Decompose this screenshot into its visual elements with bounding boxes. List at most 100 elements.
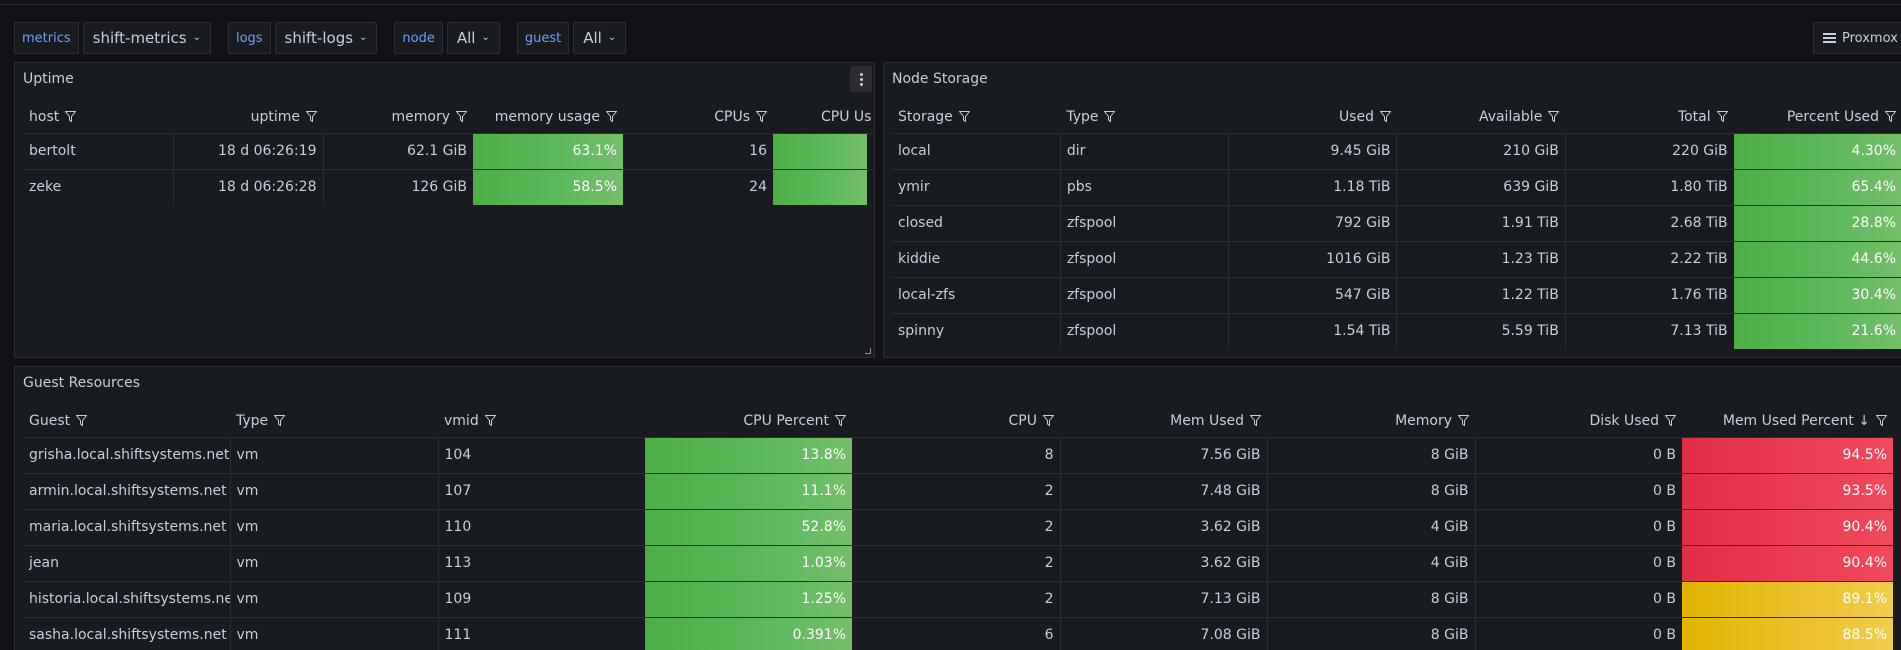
column-header[interactable]: CPU [852,405,1060,437]
memory-cell: 8 GiB [1267,616,1476,650]
proxmox-dashboards-button[interactable]: Proxmox [1813,22,1901,54]
filter-icon[interactable] [306,111,317,123]
resize-handle[interactable] [865,348,871,354]
variable-select-guest[interactable]: All ⌄ [573,22,627,54]
table-row[interactable]: local dir 9.45 GiB 210 GiB 220 GiB 4.30% [892,132,1901,169]
filter-icon[interactable] [756,111,767,123]
column-header[interactable]: Total [1565,101,1733,133]
memory-cell: 8 GiB [1267,472,1476,509]
filter-icon[interactable] [1548,111,1560,123]
variable-guest: guest All ⌄ [516,22,627,54]
variable-value: All [456,29,476,47]
filter-icon[interactable] [76,415,88,427]
type-cell: vm [230,616,439,650]
vmid-cell: 111 [438,616,645,650]
percent-used-cell: 21.6% [1733,312,1901,349]
column-header[interactable]: vmid [438,405,645,437]
filter-icon[interactable] [274,415,286,427]
filter-icon[interactable] [606,111,617,123]
column-header[interactable]: CPU Us [821,108,872,125]
available-cell: 210 GiB [1396,132,1566,169]
table-row[interactable]: sasha.local.shiftsystems.net vm 111 0.391% 6… [23,616,1893,650]
node-storage-panel: Node Storage Storage Type Used Available… [883,62,1901,358]
filter-icon[interactable] [1379,111,1391,123]
column-header[interactable]: Type [230,405,438,437]
type-cell: vm [230,544,439,581]
filter-icon[interactable] [835,415,846,427]
filter-icon[interactable] [1043,415,1054,427]
filter-icon[interactable] [1104,111,1116,123]
available-cell: 1.22 TiB [1396,276,1566,313]
column-header[interactable]: Guest [23,405,230,437]
table-row[interactable]: maria.local.shiftsystems.net vm 110 52.8% 2 3… [23,508,1893,545]
column-header[interactable]: Available [1397,101,1565,133]
table-row[interactable]: kiddie zfspool 1016 GiB 1.23 TiB 2.22 TiB 44.… [892,240,1901,277]
variable-select-metrics[interactable]: shift-metrics ⌄ [82,22,211,54]
sort-descending-icon: ↓ [1858,412,1870,429]
table-row[interactable]: zeke 18 d 06:26:28 126 GiB 58.5% 24 [23,168,874,205]
used-cell: 547 GiB [1228,276,1398,313]
cpu-percent-cell: 1.25% [645,580,852,617]
uptime-cell: 18 d 06:26:19 [173,132,324,169]
column-header[interactable]: Storage [892,101,1060,133]
variable-bar: metrics shift-metrics ⌄ logs shift-logs ⌄ … [14,22,643,54]
variable-metrics: metrics shift-metrics ⌄ [14,22,211,54]
filter-icon[interactable] [1885,111,1896,123]
column-header[interactable]: CPUs [623,101,773,133]
memory-usage-cell: 63.1% [473,132,623,169]
column-header[interactable]: CPU Percent [645,405,852,437]
table-row[interactable]: historia.local.shiftsystems.net vm 109 1.25… [23,580,1893,617]
guest-cell: jean [23,544,231,581]
column-header[interactable]: Memory [1267,405,1475,437]
column-header[interactable]: Percent Used [1734,101,1901,133]
table-row[interactable]: bertolt 18 d 06:26:19 62.1 GiB 63.1% 16 [23,132,874,169]
filter-icon[interactable] [456,111,467,123]
table-row[interactable]: local-zfs zfspool 547 GiB 1.22 TiB 1.76 TiB 3… [892,276,1901,313]
table-header-row: Guest Type vmid CPU Percent CPU Mem Used… [23,405,1893,437]
mem-used-cell: 3.62 GiB [1060,544,1268,581]
column-header[interactable]: Mem Used Percent ↓ [1682,405,1893,437]
type-cell: zfspool [1060,312,1230,349]
filter-icon[interactable] [1458,415,1469,427]
column-header[interactable]: host [23,101,173,133]
filter-icon[interactable] [65,111,77,123]
disk-used-cell: 0 B [1475,580,1682,617]
column-header[interactable]: Used [1229,101,1397,133]
cpu-usage-cell [773,168,874,205]
filter-icon[interactable] [958,111,970,123]
disk-used-cell: 0 B [1475,616,1682,650]
memory-cell: 126 GiB [323,168,473,205]
column-header[interactable]: memory [323,101,473,133]
table-row[interactable]: jean vm 113 1.03% 2 3.62 GiB 4 GiB 0 B 90.4% [23,544,1893,581]
table-row[interactable]: spinny zfspool 1.54 TiB 5.59 TiB 7.13 TiB 21.… [892,312,1901,349]
table-row[interactable]: ymir pbs 1.18 TiB 639 GiB 1.80 TiB 65.4% [892,168,1901,205]
filter-icon[interactable] [1876,415,1887,427]
column-header[interactable]: uptime [173,101,323,133]
column-header[interactable]: Disk Used [1475,405,1682,437]
filter-icon[interactable] [1250,415,1261,427]
guest-cell: sasha.local.shiftsystems.net [23,616,231,650]
column-header[interactable]: Type [1060,101,1228,133]
variable-logs: logs shift-logs ⌄ [227,22,378,54]
mem-used-percent-cell: 90.4% [1682,544,1893,581]
panel-menu-button[interactable] [850,66,872,92]
variable-select-logs[interactable]: shift-logs ⌄ [274,22,378,54]
panel-title: Uptime [23,71,74,87]
table-row[interactable]: grisha.local.shiftsystems.net vm 104 13.8% 8… [23,436,1893,473]
variable-select-node[interactable]: All ⌄ [446,22,500,54]
variable-label: node [394,22,443,54]
filter-icon[interactable] [1665,415,1676,427]
top-divider [0,0,1901,5]
cpu-cell: 2 [852,580,1061,617]
filter-icon[interactable] [1716,111,1728,123]
type-cell: zfspool [1060,204,1230,241]
table-header-row: host uptime memory memory usage CPUs CPU… [23,101,874,133]
mem-used-cell: 3.62 GiB [1060,508,1268,545]
mem-used-cell: 7.13 GiB [1060,580,1268,617]
table-row[interactable]: closed zfspool 792 GiB 1.91 TiB 2.68 TiB 28.8… [892,204,1901,241]
column-header[interactable]: memory usage [473,101,623,133]
mem-used-percent-cell: 94.5% [1682,436,1893,473]
table-row[interactable]: armin.local.shiftsystems.net vm 107 11.1% 2 7… [23,472,1893,509]
column-header[interactable]: Mem Used [1060,405,1267,437]
filter-icon[interactable] [484,415,496,427]
